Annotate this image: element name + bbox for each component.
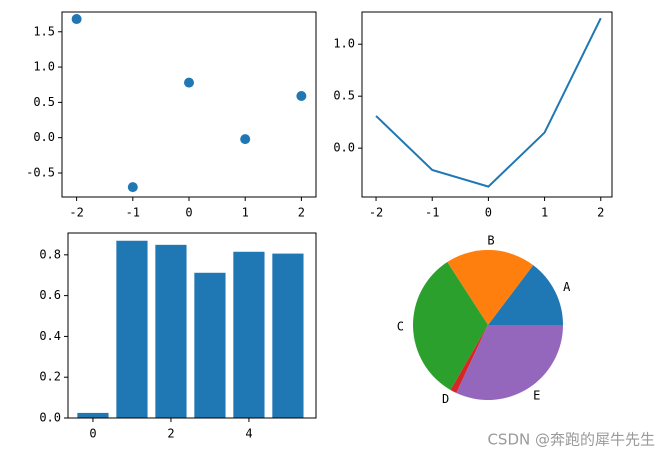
axes-frame bbox=[61, 11, 317, 198]
bar bbox=[233, 251, 265, 418]
line-series bbox=[375, 17, 602, 188]
bar bbox=[77, 412, 109, 418]
x-tick-label: 2 bbox=[298, 206, 305, 220]
x-tick-label: 0 bbox=[485, 206, 492, 220]
x-tick-label: -1 bbox=[126, 206, 140, 220]
x-tick-label: -1 bbox=[425, 206, 439, 220]
pie-wedge bbox=[412, 262, 488, 390]
pie-label: C bbox=[397, 320, 404, 334]
pie-wedge bbox=[447, 249, 534, 325]
y-tick-label: 0.5 bbox=[333, 89, 355, 103]
y-tick-label: 0.0 bbox=[333, 141, 355, 155]
x-tick-label: 2 bbox=[597, 206, 604, 220]
y-tick-label: 0.0 bbox=[33, 130, 55, 144]
pie-wedge bbox=[456, 325, 563, 400]
y-tick-label: 1.5 bbox=[33, 24, 55, 38]
scatter-point bbox=[127, 182, 138, 193]
pie-label: E bbox=[533, 388, 540, 402]
x-tick-label: 4 bbox=[245, 427, 252, 441]
y-tick-label: 0.4 bbox=[39, 329, 61, 343]
x-tick-label: 0 bbox=[89, 427, 96, 441]
bar bbox=[272, 253, 304, 418]
y-tick-label: 1.0 bbox=[333, 37, 355, 51]
bar bbox=[155, 244, 187, 418]
axes-frame bbox=[361, 11, 613, 198]
axes-frame bbox=[67, 232, 317, 419]
scatter-point bbox=[71, 14, 82, 25]
pie-label: B bbox=[487, 234, 494, 248]
watermark: CSDN @奔跑的犀牛先生 bbox=[487, 431, 655, 449]
y-tick-label: 0.8 bbox=[39, 247, 61, 261]
pie-wedge bbox=[450, 325, 488, 393]
x-tick-label: 1 bbox=[541, 206, 548, 220]
x-tick-label: 1 bbox=[242, 206, 249, 220]
y-tick-label: 0.2 bbox=[39, 370, 61, 384]
pie-label: A bbox=[563, 280, 571, 294]
pie-wedge bbox=[488, 265, 563, 325]
y-tick-label: 0.6 bbox=[39, 288, 61, 302]
y-tick-label: 0.5 bbox=[33, 95, 55, 109]
scatter-point bbox=[296, 91, 307, 102]
x-tick-label: -2 bbox=[69, 206, 83, 220]
x-tick-label: 0 bbox=[185, 206, 192, 220]
bar bbox=[194, 272, 226, 418]
scatter-point bbox=[184, 77, 194, 88]
pie-label: D bbox=[442, 392, 449, 406]
x-tick-label: 2 bbox=[167, 427, 174, 441]
y-tick-label: 0.0 bbox=[39, 411, 61, 425]
scatter-point bbox=[240, 134, 251, 145]
y-tick-label: 1.0 bbox=[33, 60, 55, 74]
x-tick-label: -2 bbox=[369, 206, 383, 220]
y-tick-label: -0.5 bbox=[26, 165, 55, 179]
bar bbox=[116, 240, 148, 418]
